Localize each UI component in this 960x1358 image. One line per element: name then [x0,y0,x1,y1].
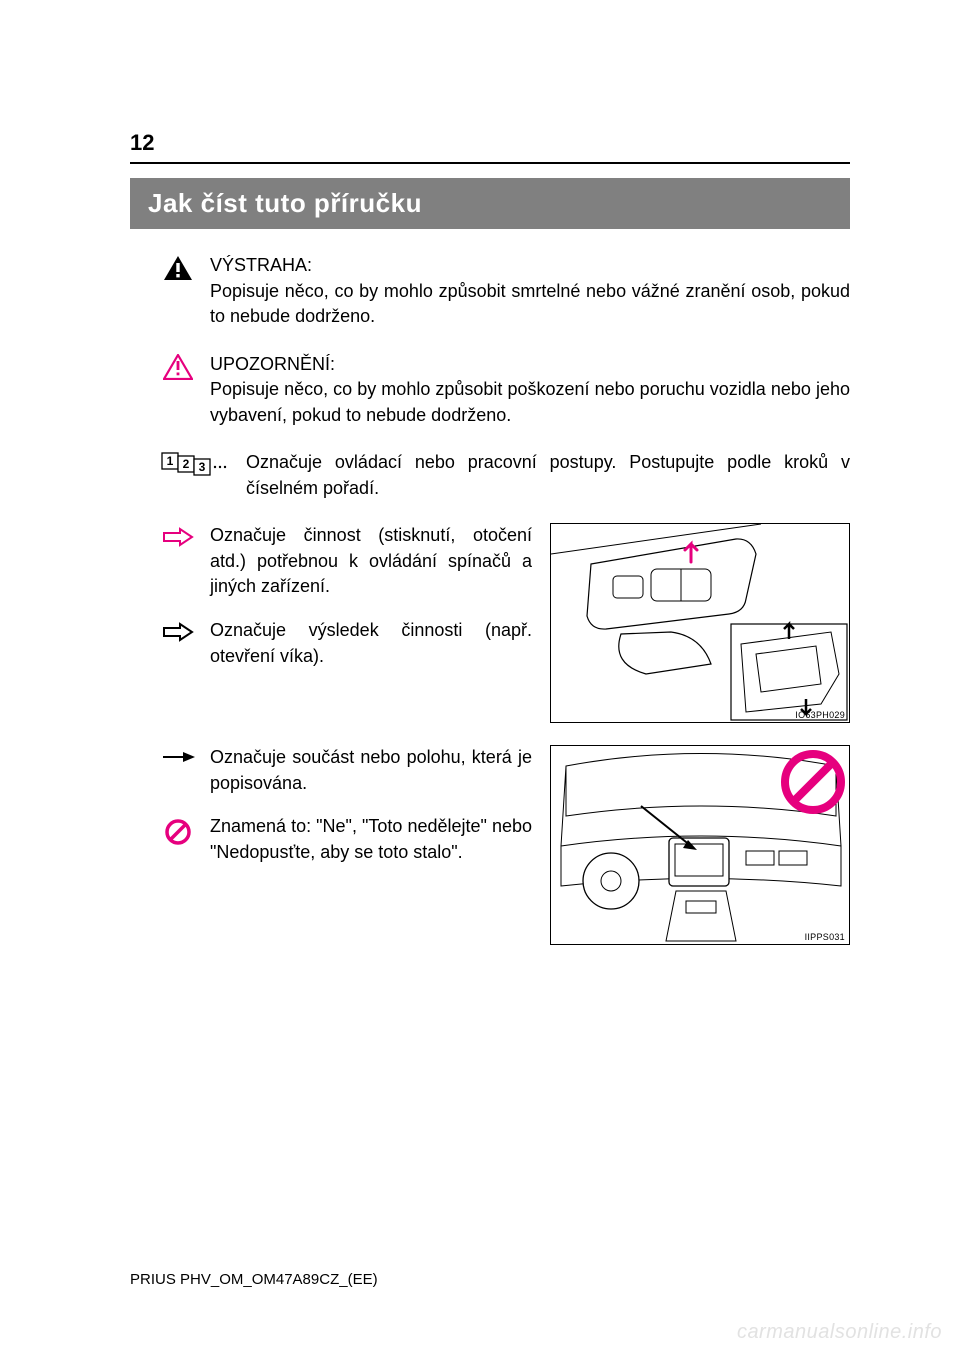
action-left: Označuje činnost (stisknutí, otočení atd… [160,523,532,687]
result-arrow-block: Označuje výsledek činnosti (např. otevře… [160,618,532,669]
prohibit-text: Znamená to: "Ne", "Toto nedělejte" nebo … [210,814,532,865]
figure-2-label: IIPPS031 [805,932,845,942]
action-arrow-icon [160,523,196,600]
steps-icon: 1 2 3 [160,450,232,501]
warning-block: VÝSTRAHA: Popisuje něco, co by mohlo způ… [130,253,850,330]
page: 12 Jak číst tuto příručku VÝSTRAHA: Popi… [0,0,960,1358]
component-arrow-block: Označuje součást nebo polohu, která je p… [160,745,532,796]
figure-1-wrap: IO63PH029 [550,523,850,723]
component-arrow-icon [160,745,196,796]
steps-text: Označuje ovládací nebo pracovní postupy.… [246,450,850,501]
prohibit-left: Označuje součást nebo polohu, která je p… [160,745,532,883]
prohibit-block: Znamená to: "Ne", "Toto nedělejte" nebo … [160,814,532,865]
figure-1: IO63PH029 [550,523,850,723]
notice-head: UPOZORNĚNÍ: [210,354,335,374]
component-arrow-text: Označuje součást nebo polohu, která je p… [210,745,532,796]
action-arrow-block: Označuje činnost (stisknutí, otočení atd… [160,523,532,600]
figure-1-label: IO63PH029 [795,710,845,720]
warning-body: Popisuje něco, co by mohlo způsobit smrt… [210,281,850,327]
rule-top [130,162,850,164]
action-row: Označuje činnost (stisknutí, otočení atd… [130,523,850,723]
svg-text:2: 2 [183,457,190,471]
footer: PRIUS PHV_OM_OM47A89CZ_(EE) [130,1271,378,1288]
notice-body: Popisuje něco, co by mohlo způsobit pošk… [210,379,850,425]
result-arrow-text: Označuje výsledek činnosti (např. otevře… [210,618,532,669]
notice-block: UPOZORNĚNÍ: Popisuje něco, co by mohlo z… [130,352,850,429]
notice-icon [160,352,196,429]
prohibit-icon [160,814,196,865]
svg-text:3: 3 [199,460,206,474]
figure-2-wrap: IIPPS031 [550,745,850,945]
figure-2: IIPPS031 [550,745,850,945]
page-number: 12 [130,130,850,156]
notice-text: UPOZORNĚNÍ: Popisuje něco, co by mohlo z… [210,352,850,429]
action-arrow-text: Označuje činnost (stisknutí, otočení atd… [210,523,532,600]
watermark: carmanualsonline.info [737,1321,942,1344]
warning-head: VÝSTRAHA: [210,255,312,275]
prohibit-row: Označuje součást nebo polohu, která je p… [130,745,850,945]
svg-text:1: 1 [167,454,174,468]
warning-icon [160,253,196,330]
result-arrow-icon [160,618,196,669]
section-title: Jak číst tuto příručku [130,178,850,229]
steps-block: 1 2 3 Označuje ovládací nebo pracovní po… [130,450,850,501]
warning-text: VÝSTRAHA: Popisuje něco, co by mohlo způ… [210,253,850,330]
